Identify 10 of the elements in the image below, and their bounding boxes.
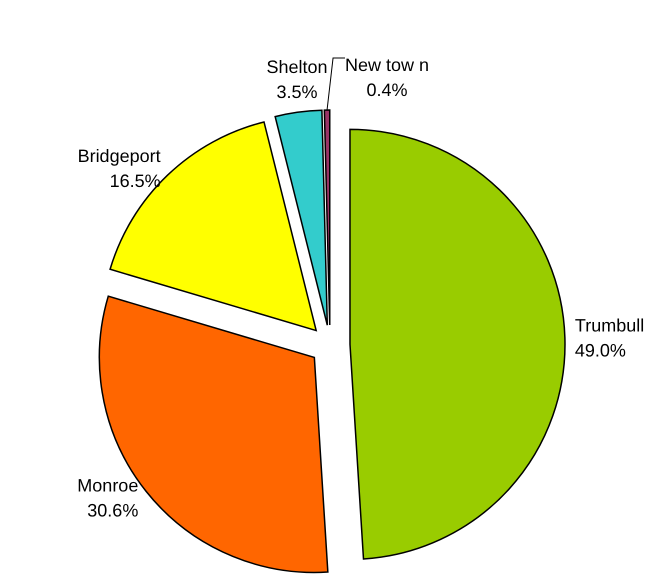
data-label: 30.6%	[87, 500, 138, 521]
slice-label: New tow n	[344, 55, 430, 76]
slice-label: Bridgeport	[78, 146, 161, 166]
data-label: 3.5%	[276, 82, 318, 102]
data-label: 49.0%	[574, 340, 626, 360]
data-label: 0.4%	[366, 80, 408, 100]
slice-label: Trumbull	[574, 315, 644, 336]
slice-label: Shelton	[266, 57, 328, 78]
slice-label: Monroe	[77, 476, 138, 496]
data-label: 16.5%	[110, 170, 161, 191]
